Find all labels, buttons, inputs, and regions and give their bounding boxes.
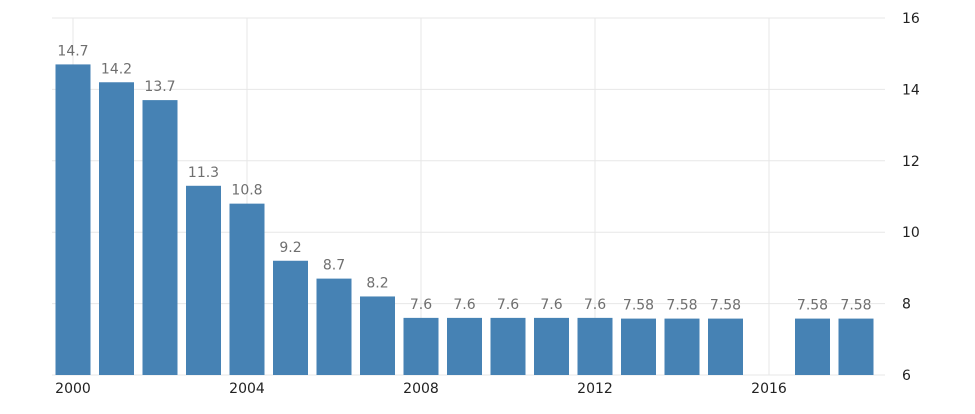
data-label: 7.58	[710, 298, 741, 314]
data-label: 10.8	[231, 183, 262, 199]
data-label: 7.58	[623, 298, 654, 314]
bar	[795, 318, 830, 375]
bar	[664, 318, 700, 375]
data-labels: 14.7 14.2 13.7 11.3 10.8 9.2 8.7 8.2 7.6 7.6 7.6 7.…	[57, 43, 871, 313]
bar	[403, 317, 439, 375]
y-axis-tick-label: 16	[902, 11, 920, 27]
data-label: 8.2	[366, 275, 388, 291]
bar	[490, 317, 526, 375]
bar	[55, 64, 91, 375]
y-axis-tick-label: 8	[902, 297, 911, 313]
bar	[316, 278, 352, 375]
data-label: 7.58	[666, 298, 697, 314]
data-label: 11.3	[188, 165, 219, 181]
x-axis-tick-label: 2000	[55, 381, 91, 397]
bar	[99, 82, 134, 375]
data-label: 7.6	[540, 297, 562, 313]
bar	[447, 317, 482, 375]
x-axis-tick-label: 2008	[403, 381, 439, 397]
x-axis-tick-label: 2016	[751, 381, 787, 397]
y-axis-tick-label: 14	[902, 82, 920, 98]
bar	[273, 260, 308, 375]
data-label: 14.2	[101, 61, 132, 77]
bar	[142, 100, 178, 376]
data-label: 7.58	[797, 298, 828, 314]
data-label: 7.6	[453, 297, 475, 313]
y-axis-tick-label: 12	[902, 154, 920, 170]
bar	[534, 317, 569, 375]
data-label: 8.7	[323, 258, 345, 274]
data-label: 7.58	[840, 298, 871, 314]
data-label: 7.6	[410, 297, 432, 313]
y-axis-tick-label: 10	[902, 225, 920, 241]
data-label: 14.7	[57, 43, 88, 59]
bar	[186, 185, 221, 375]
x-axis-tick-label: 2004	[229, 381, 265, 397]
x-axis: 2000 2004 2008 2012 2016	[55, 381, 787, 397]
y-axis-tick-label: 6	[902, 368, 911, 384]
bar	[708, 318, 743, 375]
data-label: 7.6	[584, 297, 606, 313]
y-axis: 6 8 10 12 14 16	[902, 11, 920, 384]
bar	[229, 203, 265, 375]
bars	[55, 64, 874, 376]
bar	[621, 318, 656, 375]
data-label: 13.7	[144, 79, 175, 95]
bar	[838, 318, 874, 375]
bar	[360, 296, 395, 375]
bar	[577, 317, 613, 375]
data-label: 7.6	[497, 297, 519, 313]
x-axis-tick-label: 2012	[577, 381, 613, 397]
data-label: 9.2	[279, 240, 301, 256]
